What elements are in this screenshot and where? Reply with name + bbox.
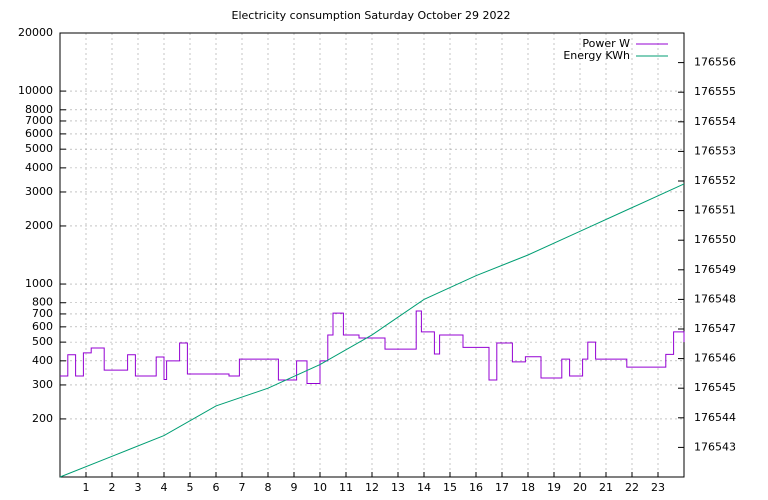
x-tick-label: 13	[391, 481, 405, 494]
y-tick-label: 700	[32, 307, 53, 320]
x-tick-label: 8	[265, 481, 272, 494]
x-tick-label: 5	[187, 481, 194, 494]
y2-tick-label: 176548	[694, 292, 736, 305]
x-tick-label: 2	[109, 481, 116, 494]
y2-tick-label: 176550	[694, 233, 736, 246]
y-tick-label: 3000	[25, 185, 53, 198]
x-tick-label: 16	[469, 481, 483, 494]
y2-tick-label: 176556	[694, 56, 736, 69]
x-tick-label: 15	[443, 481, 457, 494]
y2-tick-label: 176547	[694, 322, 736, 335]
y-tick-label: 500	[32, 335, 53, 348]
y2-tick-label: 176553	[694, 144, 736, 157]
y2-tick-label: 176543	[694, 440, 736, 453]
x-tick-label: 10	[313, 481, 327, 494]
y2-tick-label: 176545	[694, 381, 736, 394]
x-tick-label: 19	[547, 481, 561, 494]
legend-label: Power W	[582, 37, 630, 50]
chart-title: Electricity consumption Saturday October…	[232, 9, 511, 22]
y2-tick-label: 176552	[694, 174, 736, 187]
x-tick-label: 21	[599, 481, 613, 494]
x-tick-label: 6	[213, 481, 220, 494]
y-tick-label: 20000	[18, 26, 53, 39]
x-tick-label: 18	[521, 481, 535, 494]
y2-tick-label: 176551	[694, 204, 736, 217]
y-tick-label: 600	[32, 320, 53, 333]
y-tick-label: 800	[32, 296, 53, 309]
y-tick-label: 300	[32, 378, 53, 391]
x-tick-label: 7	[239, 481, 246, 494]
x-tick-label: 23	[651, 481, 665, 494]
y-tick-label: 4000	[25, 161, 53, 174]
y-tick-label: 1000	[25, 277, 53, 290]
series-line	[59, 183, 685, 478]
y-tick-label: 5000	[25, 142, 53, 155]
y2-tick-label: 176544	[694, 411, 736, 424]
series-line	[60, 310, 685, 385]
y-tick-label: 400	[32, 354, 53, 367]
y-tick-label: 10000	[18, 84, 53, 97]
y-tick-label: 6000	[25, 127, 53, 140]
y2-tick-label: 176546	[694, 352, 736, 365]
x-tick-label: 1	[83, 481, 90, 494]
x-tick-label: 12	[365, 481, 379, 494]
legend-label: Energy KWh	[563, 49, 630, 62]
y-tick-label: 2000	[25, 219, 53, 232]
x-tick-label: 20	[573, 481, 587, 494]
x-tick-label: 9	[291, 481, 298, 494]
x-tick-label: 4	[161, 481, 168, 494]
y-tick-label: 200	[32, 412, 53, 425]
y-tick-label: 7000	[25, 114, 53, 127]
x-tick-label: 22	[625, 481, 639, 494]
y-tick-label: 8000	[25, 103, 53, 116]
x-tick-label: 14	[417, 481, 431, 494]
plot-frame	[59, 32, 685, 478]
x-tick-label: 3	[135, 481, 142, 494]
y2-tick-label: 176554	[694, 115, 736, 128]
x-tick-label: 17	[495, 481, 509, 494]
x-tick-label: 11	[339, 481, 353, 494]
y2-tick-label: 176555	[694, 85, 736, 98]
y2-tick-label: 176549	[694, 263, 736, 276]
